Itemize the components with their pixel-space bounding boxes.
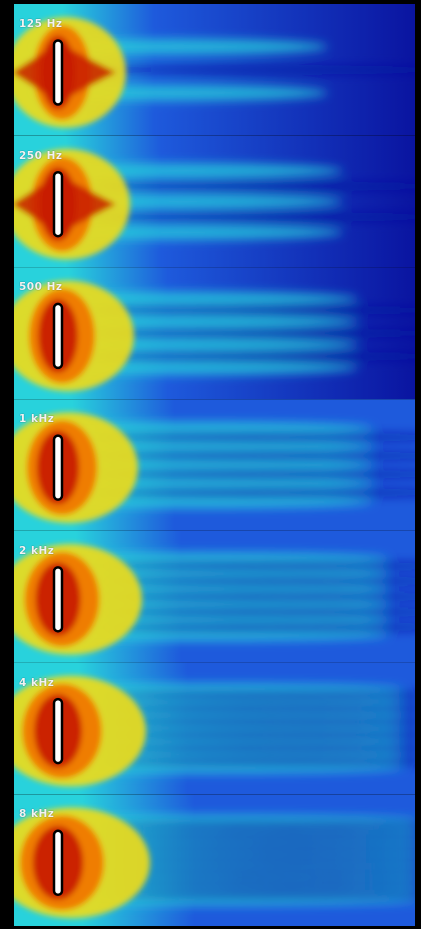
frequency-panel-1 (14, 135, 415, 268)
frequency-label: 1 kHz (19, 413, 55, 426)
frequency-label: 125 Hz (19, 18, 63, 30)
frequency-label: 500 Hz (19, 281, 63, 294)
frequency-label: 2 kHz (19, 544, 55, 557)
frequency-label: 4 kHz (19, 676, 55, 689)
frequency-label: 250 Hz (19, 149, 63, 162)
frequency-panel-3 (14, 399, 415, 531)
source-element (52, 566, 64, 633)
source-element (52, 170, 64, 238)
source-element (52, 697, 64, 765)
source-element (52, 829, 64, 897)
frequency-panel-2 (14, 267, 415, 400)
frequency-panel-0 (14, 4, 415, 136)
source-element (52, 302, 64, 370)
frequency-panel-4 (14, 530, 415, 663)
frequency-panel-5 (14, 662, 415, 795)
frequency-panel-6 (14, 794, 415, 926)
source-element (52, 434, 64, 501)
frequency-label: 8 kHz (19, 808, 55, 821)
source-element (52, 39, 64, 106)
